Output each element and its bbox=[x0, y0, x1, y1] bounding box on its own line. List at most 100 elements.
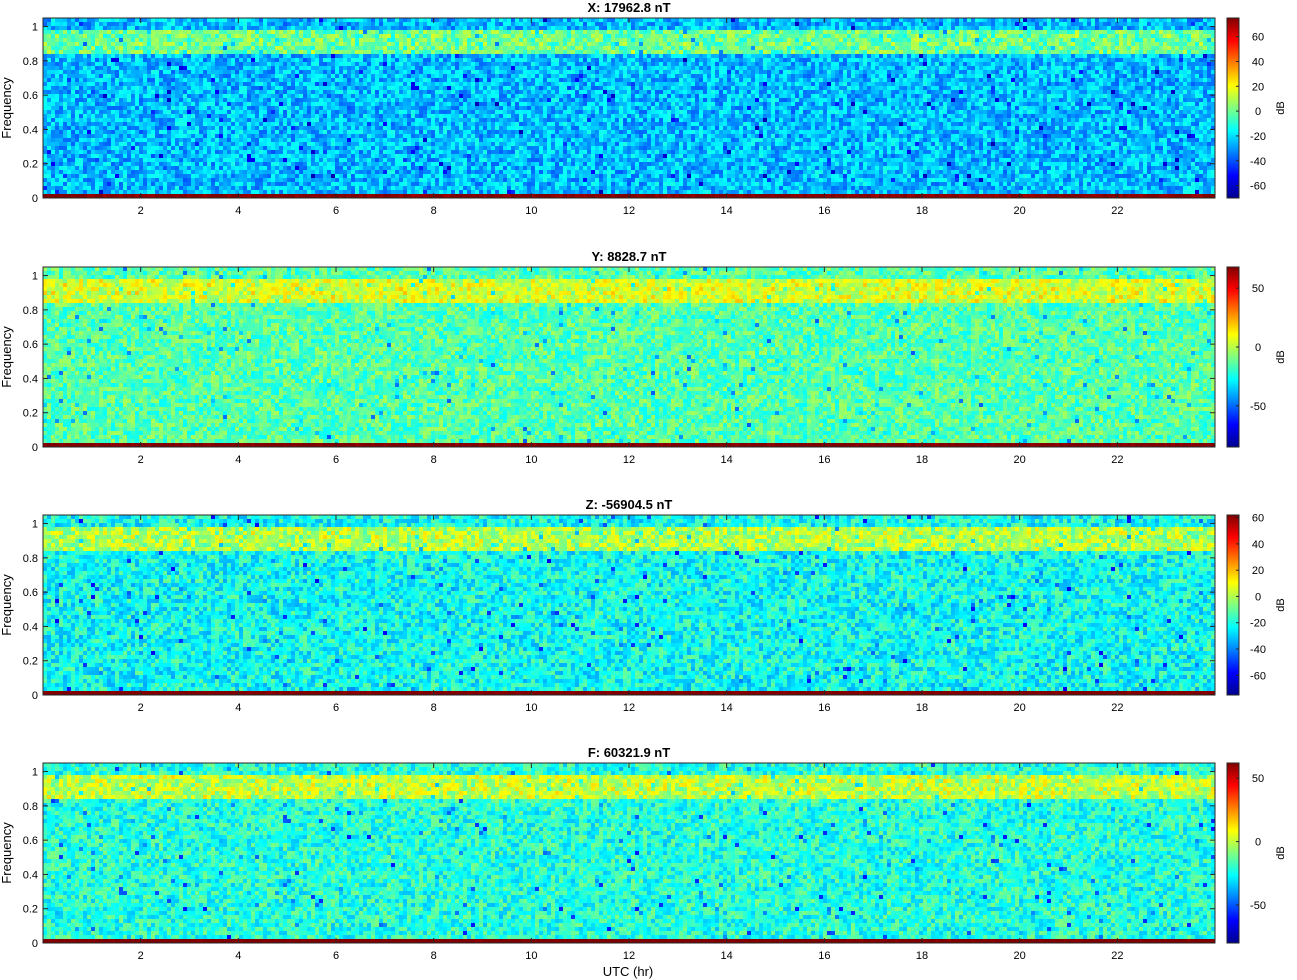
colorbar-tick-label: -50 bbox=[1250, 401, 1266, 413]
x-tick-label: 8 bbox=[431, 205, 437, 217]
x-tick-label: 22 bbox=[1111, 702, 1123, 714]
x-tick-label: 18 bbox=[916, 454, 928, 466]
colorbar-tick-label: -40 bbox=[1250, 156, 1266, 168]
x-tick-label: 4 bbox=[235, 205, 241, 217]
y-tick-label: 1 bbox=[32, 22, 38, 34]
y-tick-label: 0.2 bbox=[23, 408, 38, 420]
colorbar-tick-label: -20 bbox=[1250, 618, 1266, 630]
y-tick-label: 0.4 bbox=[23, 124, 38, 136]
x-tick-label: 12 bbox=[623, 205, 635, 217]
spectrogram-heatmap bbox=[43, 18, 1215, 198]
panel-title: X: 17962.8 nT bbox=[587, 0, 670, 15]
x-tick-label: 8 bbox=[431, 454, 437, 466]
x-tick-label: 14 bbox=[721, 205, 733, 217]
x-tick-label: 2 bbox=[138, 205, 144, 217]
y-axis-label: Frequency bbox=[0, 326, 14, 388]
colorbar-tick-label: 20 bbox=[1252, 565, 1264, 577]
spectrogram-panel: Y: 8828.7 nT2 4 6 8 10 12 14 16 18 20 2200.20.40.6… bbox=[0, 249, 1287, 466]
colorbar-tick-label: 60 bbox=[1252, 513, 1264, 525]
x-tick-label: 16 bbox=[818, 950, 830, 962]
colorbar-tick-label: 50 bbox=[1252, 283, 1264, 295]
spectrogram-heatmap bbox=[43, 515, 1215, 695]
x-tick-label: 22 bbox=[1111, 454, 1123, 466]
x-tick-label: 2 bbox=[138, 950, 144, 962]
y-tick-label: 0.8 bbox=[23, 553, 38, 565]
colorbar-label: dB bbox=[1275, 350, 1287, 363]
x-tick-label: 2 bbox=[138, 454, 144, 466]
y-tick-label: 0.2 bbox=[23, 904, 38, 916]
colorbar bbox=[1227, 267, 1239, 447]
y-tick-label: 0.2 bbox=[23, 159, 38, 171]
x-tick-label: 14 bbox=[721, 950, 733, 962]
spectrogram-panel: F: 60321.9 nT2 4 6 8 10 12 14 16 18 20 2200.20.40.… bbox=[0, 745, 1287, 962]
x-tick-label: 22 bbox=[1111, 205, 1123, 217]
x-tick-label: 20 bbox=[1014, 950, 1026, 962]
spectrogram-panel: X: 17962.8 nT2 4 6 8 10 12 14 16 18 20 2200.20.40.… bbox=[0, 0, 1287, 217]
x-tick-label: 12 bbox=[623, 454, 635, 466]
colorbar-tick-label: 20 bbox=[1252, 81, 1264, 93]
colorbar-frame bbox=[1226, 762, 1240, 944]
x-tick-label: 20 bbox=[1014, 702, 1026, 714]
y-tick-label: 0 bbox=[32, 690, 38, 702]
x-tick-label: 20 bbox=[1014, 454, 1026, 466]
colorbar-tick-label: -60 bbox=[1250, 181, 1266, 193]
colorbar bbox=[1227, 763, 1239, 943]
x-tick-label: 16 bbox=[818, 205, 830, 217]
colorbar-tick-label: 0 bbox=[1255, 837, 1261, 849]
colorbar-tick-label: -20 bbox=[1250, 131, 1266, 143]
x-tick-label: 4 bbox=[235, 454, 241, 466]
spectrogram-heatmap bbox=[43, 763, 1215, 943]
colorbar bbox=[1227, 515, 1239, 695]
spectrogram-panel: Z: -56904.5 nT2 4 6 8 10 12 14 16 18 20 2200.20.40… bbox=[0, 497, 1287, 714]
x-tick-label: 6 bbox=[333, 454, 339, 466]
y-tick-label: 0.6 bbox=[23, 339, 38, 351]
x-axis-label: UTC (hr) bbox=[603, 964, 654, 979]
colorbar-frame bbox=[1226, 17, 1240, 199]
y-tick-label: 0.6 bbox=[23, 587, 38, 599]
y-tick-label: 0.4 bbox=[23, 869, 38, 881]
y-tick-label: 0.6 bbox=[23, 90, 38, 102]
x-tick-label: 2 bbox=[138, 702, 144, 714]
y-axis-label: Frequency bbox=[0, 822, 14, 884]
colorbar-tick-label: 0 bbox=[1255, 342, 1261, 354]
x-tick-label: 16 bbox=[818, 454, 830, 466]
colorbar-tick-label: 40 bbox=[1252, 539, 1264, 551]
y-tick-label: 0.4 bbox=[23, 621, 38, 633]
colorbar bbox=[1227, 18, 1239, 198]
x-tick-label: 10 bbox=[525, 702, 537, 714]
colorbar-label: dB bbox=[1275, 101, 1287, 114]
y-tick-label: 0 bbox=[32, 938, 38, 950]
y-tick-label: 0.4 bbox=[23, 373, 38, 385]
y-tick-label: 1 bbox=[32, 767, 38, 779]
x-tick-label: 8 bbox=[431, 702, 437, 714]
y-tick-label: 0 bbox=[32, 442, 38, 454]
colorbar-label: dB bbox=[1275, 846, 1287, 859]
y-tick-label: 0.8 bbox=[23, 801, 38, 813]
x-tick-label: 14 bbox=[721, 454, 733, 466]
colorbar-tick-label: 60 bbox=[1252, 32, 1264, 44]
colorbar-tick-label: -60 bbox=[1250, 670, 1266, 682]
x-tick-label: 22 bbox=[1111, 950, 1123, 962]
x-tick-label: 12 bbox=[623, 950, 635, 962]
panel-title: Z: -56904.5 nT bbox=[586, 497, 673, 512]
colorbar-tick-label: -40 bbox=[1250, 644, 1266, 656]
x-tick-label: 10 bbox=[525, 205, 537, 217]
panel-title: Y: 8828.7 nT bbox=[592, 249, 667, 264]
y-axis-label: Frequency bbox=[0, 77, 14, 139]
x-tick-label: 6 bbox=[333, 205, 339, 217]
colorbar-tick-label: -50 bbox=[1250, 900, 1266, 912]
x-tick-label: 20 bbox=[1014, 205, 1026, 217]
colorbar-tick-label: 40 bbox=[1252, 56, 1264, 68]
y-tick-label: 0.8 bbox=[23, 56, 38, 68]
y-tick-label: 0.8 bbox=[23, 305, 38, 317]
x-tick-label: 6 bbox=[333, 702, 339, 714]
panel-title: F: 60321.9 nT bbox=[588, 745, 670, 760]
y-tick-label: 1 bbox=[32, 519, 38, 531]
x-tick-label: 6 bbox=[333, 950, 339, 962]
x-tick-label: 16 bbox=[818, 702, 830, 714]
colorbar-frame bbox=[1226, 514, 1240, 696]
y-axis-label: Frequency bbox=[0, 574, 14, 636]
colorbar-tick-label: 50 bbox=[1252, 773, 1264, 785]
x-tick-label: 8 bbox=[431, 950, 437, 962]
